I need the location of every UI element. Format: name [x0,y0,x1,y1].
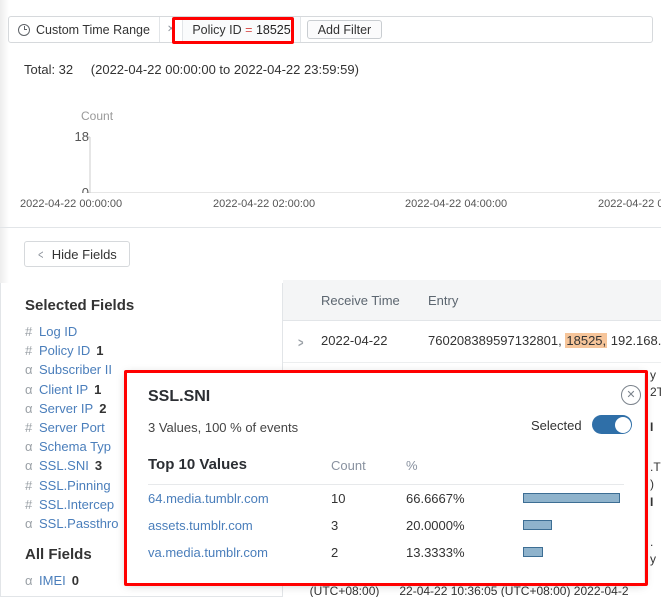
svg-text:18: 18 [75,129,89,144]
svg-text:0: 0 [82,185,89,193]
